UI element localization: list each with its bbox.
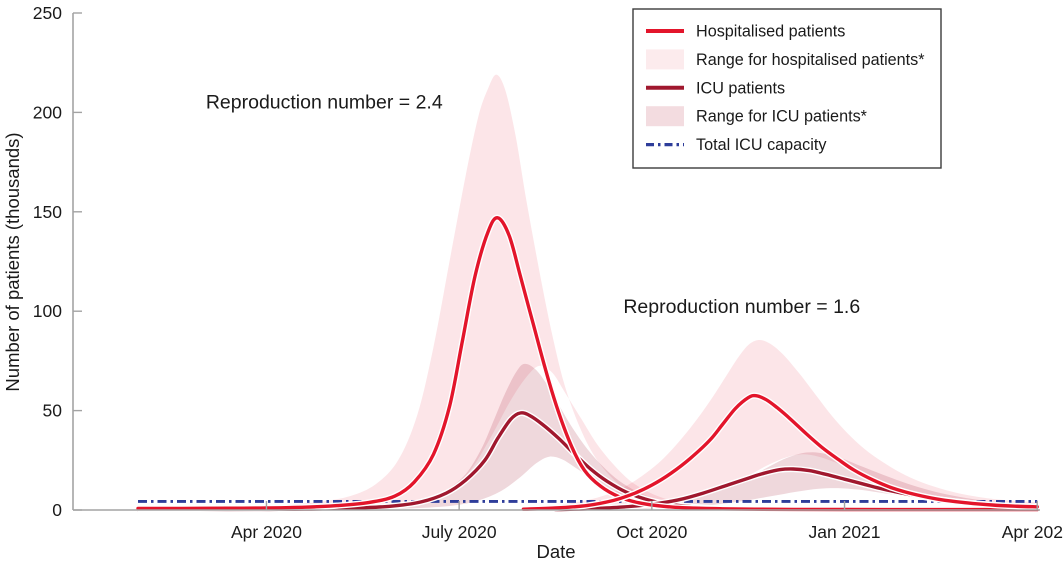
annotation-reproduction-number-2: Reproduction number = 1.6	[623, 296, 860, 318]
annotations: Reproduction number = 2.4 Reproduction nu…	[206, 91, 860, 318]
x-tick-label: Jan 2021	[809, 522, 881, 542]
y-tick-label: 250	[33, 3, 62, 23]
y-tick-label: 150	[33, 202, 62, 222]
y-tick-label: 50	[43, 401, 63, 421]
annotation-reproduction-number-1: Reproduction number = 2.4	[206, 91, 443, 113]
axes: 0 50 100 150 200 250 Apr 2020 July 2020 Oct 2020…	[33, 3, 1064, 542]
y-tick-label: 0	[52, 500, 62, 520]
x-axis-title: Date	[536, 541, 575, 562]
legend-label: Range for hospitalised patients*	[696, 51, 925, 69]
x-tick-label: Apr 2020	[231, 522, 302, 542]
range_hosp_w2-band	[523, 340, 1038, 510]
legend-box	[632, 8, 942, 169]
range_icu_w1-band	[298, 363, 781, 510]
legend-item-2: ICU patients	[646, 79, 785, 97]
legend-label: Range for ICU patients*	[696, 108, 868, 126]
x-tick-label: July 2020	[422, 522, 497, 542]
legend-label: Total ICU capacity	[696, 136, 827, 154]
range_hosp_w1-band	[234, 74, 794, 510]
y-tick-label: 100	[33, 301, 62, 321]
projection-lines	[134, 214, 1041, 513]
legend-item-0: Hospitalised patients	[646, 23, 845, 41]
x-tick-label: Apr 2021	[1002, 522, 1064, 542]
legend-label: ICU patients	[696, 79, 785, 97]
y-tick-label: 200	[33, 102, 62, 122]
legend: Hospitalised patients Range for hospitali…	[632, 8, 942, 169]
x-tick-label: Oct 2020	[616, 522, 687, 542]
legend-label: Hospitalised patients	[696, 23, 845, 41]
y-axis-title: Number of patients (thousands)	[2, 132, 23, 391]
legend-item-4: Total ICU capacity	[646, 136, 827, 154]
hosp_w1-line	[136, 216, 1039, 512]
legend-item-3: Range for ICU patients*	[646, 106, 868, 127]
legend-band-swatch	[646, 49, 684, 70]
legend-band-swatch	[646, 106, 684, 127]
legend-item-1: Range for hospitalised patients*	[646, 49, 925, 70]
hosp_w2-line	[521, 393, 1039, 511]
